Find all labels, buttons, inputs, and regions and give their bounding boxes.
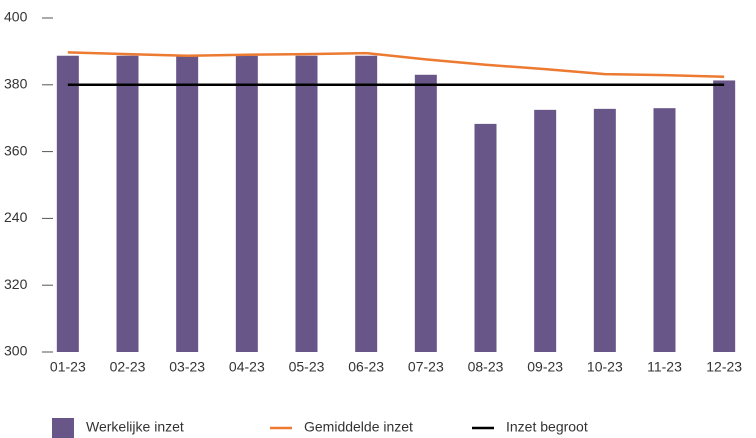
y-tick-label: 320 <box>4 276 28 292</box>
line <box>67 51 725 79</box>
legend-label: Werkelijke inzet <box>86 419 184 435</box>
legend-label: Gemiddelde inzet <box>304 419 413 435</box>
x-tick-label: 06-23 <box>348 359 384 375</box>
y-tick-label: 300 <box>4 343 28 359</box>
x-tick-label: 01-23 <box>50 359 86 375</box>
x-tick-label: 02-23 <box>110 359 146 375</box>
y-tick-label: 380 <box>4 76 28 92</box>
y-tick-label: 400 <box>4 9 28 25</box>
y-tick-label: 240 <box>4 209 28 225</box>
bar <box>534 109 557 352</box>
x-tick-label: 08-23 <box>468 359 504 375</box>
legend-label: Inzet begroot <box>506 419 588 435</box>
x-tick-label: 03-23 <box>169 359 205 375</box>
bar <box>176 56 199 352</box>
bar <box>355 55 378 352</box>
x-tick-label: 04-23 <box>229 359 265 375</box>
x-tick-label: 12-23 <box>706 359 742 375</box>
bar <box>235 55 258 352</box>
x-tick-label: 07-23 <box>408 359 444 375</box>
bar <box>653 108 676 353</box>
bar <box>56 55 79 352</box>
bar <box>593 108 616 353</box>
bar <box>116 55 139 352</box>
x-tick-label: 09-23 <box>527 359 563 375</box>
y-tick-label: 360 <box>4 142 28 158</box>
bar <box>713 80 736 352</box>
x-tick-label: 10-23 <box>587 359 623 375</box>
bar <box>414 74 437 352</box>
x-tick-label: 05-23 <box>289 359 325 375</box>
bar <box>295 55 318 352</box>
bar <box>474 123 497 353</box>
legend-swatch <box>52 418 74 438</box>
x-tick-label: 11-23 <box>647 359 682 375</box>
